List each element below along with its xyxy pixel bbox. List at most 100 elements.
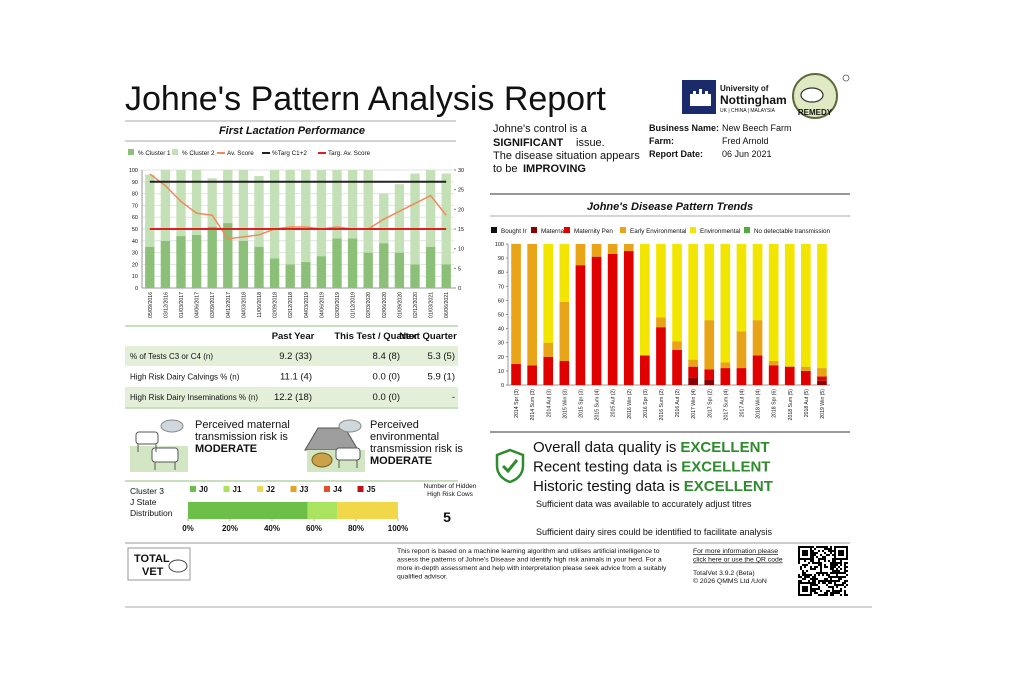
qr-module — [798, 554, 800, 556]
bar-segment — [752, 244, 763, 321]
legend-swatch — [491, 227, 497, 233]
qr-module — [832, 550, 834, 552]
bar-segment — [688, 244, 698, 360]
logo-cow — [168, 559, 188, 573]
qr-module — [816, 584, 818, 586]
qr-module — [804, 582, 806, 584]
summary-text: Johne's control is a — [493, 123, 588, 135]
qr-module — [816, 556, 818, 558]
qr-module — [844, 568, 846, 570]
qr-module — [814, 574, 816, 576]
bar-segment — [607, 244, 618, 254]
qr-module — [824, 594, 826, 596]
legend-swatch — [531, 227, 537, 233]
qr-module — [830, 562, 832, 564]
qr-module — [844, 580, 846, 582]
x-tick-label: 01/12/2019 — [351, 292, 357, 318]
qr-module — [814, 576, 816, 578]
qr-module — [812, 580, 814, 582]
risk-text: transmission risk is — [370, 443, 463, 455]
legend-label: J1 — [233, 485, 242, 494]
qr-module — [840, 572, 842, 574]
qr-module — [832, 564, 834, 566]
qr-module — [818, 546, 820, 548]
qr-module — [804, 590, 806, 592]
qr-module — [838, 576, 840, 578]
qr-module — [812, 560, 814, 562]
qr-module — [828, 580, 830, 582]
qr-module — [838, 554, 840, 556]
x-tick-label: 2019 Win (5) — [820, 389, 826, 419]
bar-segment — [269, 258, 280, 288]
qr-module — [838, 562, 840, 564]
qr-module — [834, 580, 836, 582]
bar-segment — [254, 246, 264, 288]
qr-module — [810, 594, 812, 596]
qr-module — [802, 588, 804, 590]
bar-segment — [363, 252, 373, 288]
x-tick-label: 04/03/2018 — [241, 292, 247, 318]
x-tick-label: 04/06/2017 — [195, 292, 201, 318]
y2-tick-label: 5 — [458, 266, 461, 272]
qr-module — [810, 546, 812, 548]
bar-segment — [575, 265, 586, 385]
qr-module — [836, 564, 838, 566]
qr-module — [806, 586, 808, 588]
bar-segment — [285, 264, 295, 288]
risk-level: MODERATE — [370, 455, 432, 467]
qr-module — [840, 552, 842, 554]
qr-module — [808, 580, 810, 582]
row-background — [125, 387, 458, 407]
qr-module — [824, 558, 826, 560]
qr-module — [814, 582, 816, 584]
qr-module — [830, 586, 832, 588]
bar-segment — [688, 366, 698, 378]
qr-module — [798, 560, 800, 562]
qr-module — [816, 546, 818, 548]
chart-title: J State — [130, 497, 157, 507]
legend-swatch — [257, 486, 263, 492]
qr-module — [842, 576, 844, 578]
y-tick-label: 30 — [498, 341, 504, 347]
qr-module — [832, 562, 834, 564]
info-link[interactable]: click here or use the QR code — [693, 557, 783, 564]
y-tick-label: 0 — [135, 286, 138, 292]
qr-module — [846, 548, 848, 550]
qr-module — [812, 550, 814, 552]
qr-module — [842, 546, 844, 548]
qr-module — [840, 546, 842, 548]
qr-module — [818, 594, 820, 596]
qr-module — [834, 582, 836, 584]
bar-segment — [160, 170, 171, 241]
bar-segment — [640, 244, 650, 356]
bar-segment — [817, 376, 827, 381]
bar-segment — [176, 236, 186, 288]
bar-segment — [425, 246, 436, 288]
qr-module — [812, 588, 814, 590]
qr-module — [830, 594, 832, 596]
qr-module — [836, 570, 838, 572]
qr-module — [812, 554, 814, 556]
qr-module — [818, 564, 820, 566]
bar-segment — [394, 252, 405, 288]
y-tick-label: 10 — [132, 274, 138, 280]
quality-note: Sufficient dairy sires could be identifi… — [536, 527, 772, 537]
bar-segment — [223, 170, 233, 224]
qr-module — [830, 550, 832, 552]
qr-module — [828, 550, 830, 552]
info-link[interactable]: For more information please — [693, 548, 778, 555]
bar-segment — [441, 264, 451, 288]
qr-module — [812, 584, 814, 586]
qr-module — [834, 564, 836, 566]
quality-line: Historic testing data is EXCELLENT — [533, 478, 773, 495]
qr-module — [818, 586, 820, 588]
y-tick-label: 0 — [501, 383, 504, 389]
qr-code[interactable] — [798, 546, 848, 596]
bar-segment — [316, 170, 327, 257]
summary-text: issue. — [576, 137, 605, 149]
table-cell: 12.2 (18) — [274, 392, 312, 403]
qr-module — [824, 572, 826, 574]
qr-module — [808, 546, 810, 548]
qr-module — [818, 558, 820, 560]
bar-segment — [332, 170, 342, 239]
